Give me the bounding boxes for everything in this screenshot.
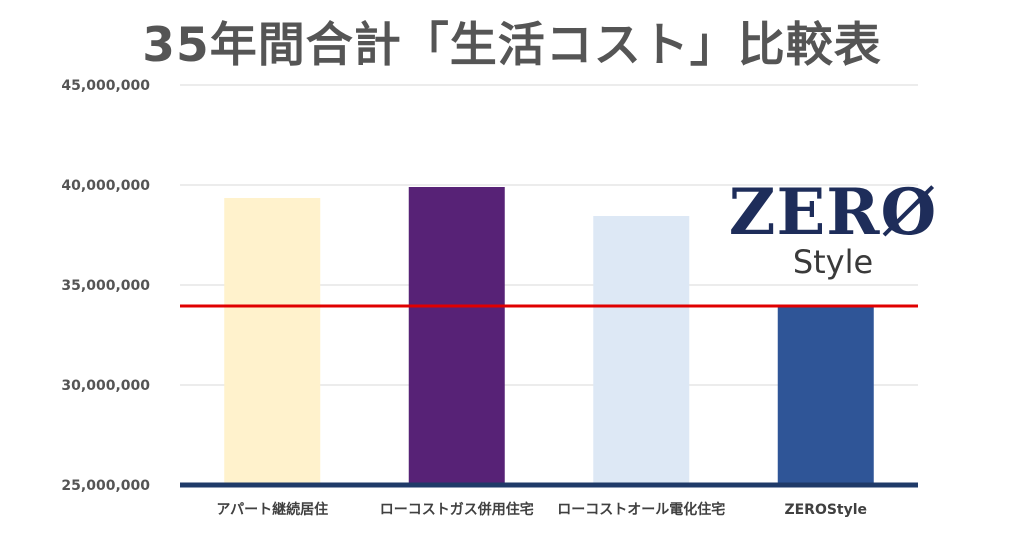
y-tick-label: 25,000,000 — [61, 478, 150, 494]
chart-title: 35年間合計「生活コスト」比較表 — [142, 18, 882, 73]
bar — [777, 307, 874, 485]
bars — [224, 187, 874, 485]
bar — [593, 216, 690, 485]
logo-subtitle: Style — [792, 243, 874, 281]
zerostyle-logo: ZERØ Style — [722, 178, 944, 284]
y-tick-label: 30,000,000 — [61, 378, 150, 394]
y-axis-tick-labels: 25,000,000 30,000,000 35,000,000 40,000,000… — [61, 78, 150, 494]
category-label: ZEROStyle — [784, 502, 867, 518]
category-label: ローコストガス併用住宅 — [380, 501, 534, 518]
y-tick-label: 45,000,000 — [61, 78, 150, 94]
logo-wordmark: ZERØ — [728, 175, 938, 250]
category-label: ローコストオール電化住宅 — [557, 501, 725, 518]
y-tick-label: 40,000,000 — [61, 178, 150, 194]
bar — [408, 187, 505, 485]
category-labels: アパート継続居住 ローコストガス併用住宅 ローコストオール電化住宅 ZEROStyle — [216, 501, 867, 518]
bar — [224, 198, 321, 485]
category-label: アパート継続居住 — [216, 501, 328, 518]
y-tick-label: 35,000,000 — [61, 278, 150, 294]
